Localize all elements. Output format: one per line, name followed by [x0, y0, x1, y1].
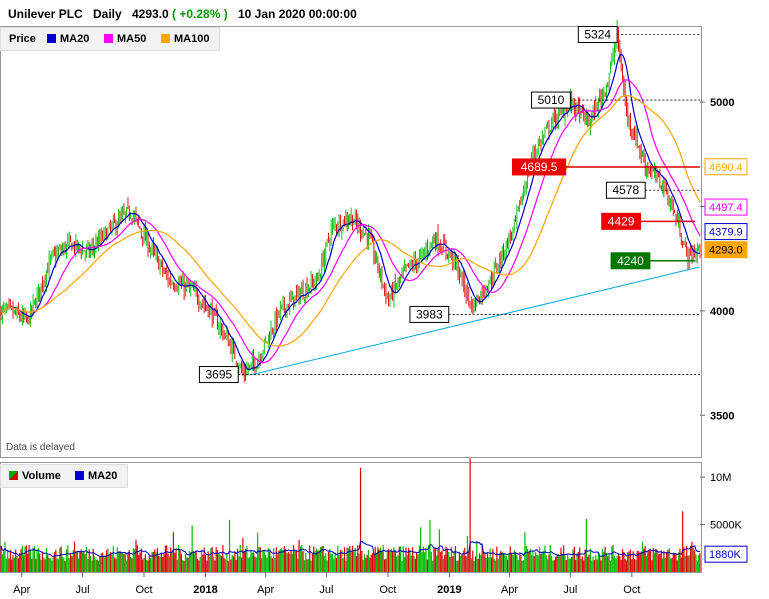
x-tick-label: Apr [501, 584, 518, 596]
last-price-label: 4293.0 [709, 245, 743, 257]
x-tick-label: Oct [379, 584, 396, 596]
level-label-box [198, 366, 239, 384]
ma50-swatch [104, 34, 113, 43]
level-label: 4429 [608, 214, 635, 228]
legend-ma100: MA100 [161, 33, 209, 45]
volume-ma20-line [0, 540, 701, 558]
ma-value-label: 4497.4 [709, 202, 743, 214]
legend-volume: Volume [9, 470, 61, 482]
level-label-box [531, 91, 571, 109]
legend-ma100-label: MA100 [174, 33, 210, 45]
vol-ma-value-label: 1880K [709, 549, 741, 561]
legend-price: Price [9, 33, 36, 45]
price-panel [0, 26, 702, 458]
x-tick-label: Oct [623, 584, 640, 596]
ma-value-tag [704, 223, 748, 241]
legend-ma50: MA50 [104, 33, 146, 45]
legend-price-label: Price [9, 33, 36, 45]
vol-ma20-swatch [75, 471, 84, 480]
price-tick-label: 4000 [710, 306, 734, 318]
vol-tick-label: 5000K [710, 520, 742, 532]
last-price-text: 4293.0 [132, 7, 169, 21]
header-datetime: 10 Jan 2020 00:00:00 [238, 7, 357, 21]
level-label-box [511, 158, 567, 176]
level-label: 5324 [584, 28, 611, 42]
volume-swatch [9, 471, 18, 480]
level-label-box [577, 26, 618, 44]
legend-ma20: MA20 [47, 33, 89, 45]
x-tick-label: 2019 [437, 584, 461, 596]
price-change-text: ( +0.28% ) [172, 7, 228, 21]
price-tick-label: 5000 [710, 97, 734, 109]
legend-vol-ma20-label: MA20 [88, 470, 118, 482]
level-label-box [409, 305, 450, 323]
x-tick-label: 2018 [193, 584, 217, 596]
ma-value-label: 4379.9 [709, 227, 743, 239]
volume-legend: Volume MA20 [0, 464, 128, 488]
x-tick-label: Oct [135, 584, 152, 596]
ma-value-tag [704, 158, 748, 176]
instrument-name: Unilever PLC [8, 7, 83, 21]
x-tick-label: Jul [563, 584, 577, 596]
price-ma50-line [0, 79, 701, 364]
last-price-tag [704, 241, 748, 259]
data-delayed-note: Data is delayed [6, 442, 75, 453]
price-ma100-line [0, 94, 701, 347]
level-label: 4689.5 [521, 160, 558, 174]
level-label: 5010 [538, 93, 565, 107]
legend-ma50-label: MA50 [117, 33, 147, 45]
volume-bars [0, 458, 701, 572]
level-label: 3983 [416, 307, 443, 321]
ma-value-label: 4690.4 [709, 162, 743, 174]
x-tick-label: Apr [257, 584, 274, 596]
price-ma20-line [0, 53, 700, 371]
legend-vol-ma20: MA20 [75, 470, 117, 482]
x-tick-label: Jul [75, 584, 89, 596]
level-label: 4240 [617, 254, 644, 268]
level-label: 4578 [612, 183, 639, 197]
level-label-box [605, 181, 646, 199]
ma20-swatch [47, 34, 56, 43]
level-label-box [601, 212, 642, 230]
chart-period: Daily [93, 7, 122, 21]
legend-ma20-label: MA20 [60, 33, 90, 45]
legend-volume-label: Volume [22, 470, 61, 482]
vol-tick-label: 10M [710, 472, 731, 484]
level-label-box [610, 252, 651, 270]
ma-value-tag [704, 198, 748, 216]
price-tick-label: 3500 [710, 410, 734, 422]
ma100-swatch [161, 34, 170, 43]
x-tick-label: Jul [319, 584, 333, 596]
price-legend: Price MA20 MA50 MA100 [0, 27, 220, 51]
vol-ma-value-tag [704, 545, 748, 563]
chart-header: Unilever PLC Daily 4293.0 ( +0.28% ) 10 … [0, 0, 769, 26]
level-label: 3695 [205, 368, 232, 382]
x-tick-label: Apr [13, 584, 30, 596]
support-trendline [252, 266, 700, 376]
